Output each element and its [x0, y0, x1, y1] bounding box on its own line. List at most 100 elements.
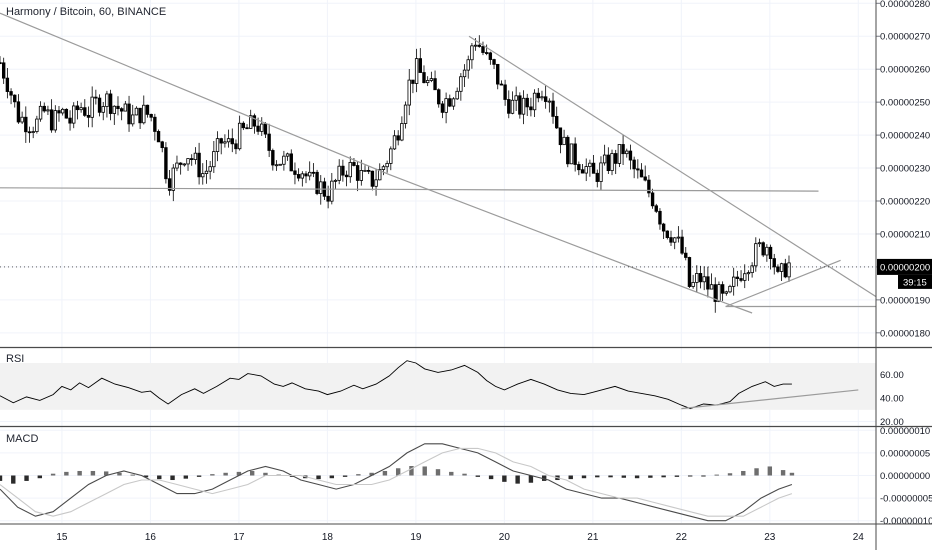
macd-histogram-bar [488, 475, 494, 480]
candle [263, 121, 268, 139]
candle-body [588, 162, 592, 167]
candle-body [389, 148, 393, 164]
candle [757, 238, 762, 248]
candle [16, 94, 21, 124]
candle [488, 51, 493, 65]
candle [547, 98, 552, 113]
candle-body [374, 179, 378, 187]
candle-body [543, 96, 548, 102]
candle-body [64, 108, 69, 119]
macd-histogram-bar [595, 475, 600, 478]
candle-body [311, 171, 316, 174]
candle [521, 90, 526, 125]
candle [407, 69, 411, 116]
candle-body [717, 284, 721, 302]
macd-layer [0, 443, 795, 522]
candle [64, 108, 69, 119]
candle [661, 222, 666, 239]
countdown-label: 39:15 [903, 277, 927, 288]
candle [271, 148, 275, 171]
candle-body [164, 147, 168, 180]
candle-body [654, 205, 658, 212]
macd-histogram-bar [409, 466, 414, 476]
macd-histogram-bar [714, 474, 719, 476]
descending-channel-upper [0, 12, 726, 304]
candle [156, 129, 161, 143]
macd-histogram-bar [196, 475, 202, 477]
candle-body [271, 150, 275, 166]
candle [425, 76, 430, 87]
candle-body [385, 163, 389, 168]
candle-body [245, 127, 249, 130]
candle-body [743, 273, 747, 281]
candle-body [418, 58, 422, 73]
macd-histogram-bar [130, 474, 135, 476]
candle [765, 244, 769, 262]
triangle-support [725, 259, 841, 308]
candle [706, 266, 710, 298]
candle [673, 236, 677, 250]
candle [444, 92, 448, 124]
candle [739, 270, 743, 283]
candle-body [0, 62, 2, 65]
candle [396, 130, 400, 146]
candle-body [204, 170, 209, 174]
candle [234, 139, 238, 155]
rsi-tick-label: 20.00 [880, 417, 904, 428]
rsi-pane-label: RSI [6, 353, 25, 365]
candle-body [706, 276, 710, 290]
candle [249, 109, 253, 129]
candle-body [234, 143, 238, 150]
candle [344, 170, 349, 187]
candle [42, 102, 46, 113]
x-tick-label: 22 [676, 532, 688, 543]
candle [684, 247, 688, 261]
macd-tick-label: -0.00000005 [880, 494, 932, 505]
candle-body [370, 170, 375, 187]
candle-body [562, 136, 566, 146]
candle [319, 175, 323, 205]
candle-body [673, 237, 677, 243]
candle [142, 95, 146, 125]
candle-body [333, 179, 338, 182]
candle [422, 65, 426, 84]
macd-histogram-bar [236, 471, 242, 476]
candle-body [112, 105, 116, 114]
candle [665, 230, 670, 240]
candle-body [5, 77, 10, 92]
candle-body [330, 180, 334, 202]
candle-body [448, 98, 452, 107]
candle-body [433, 78, 437, 91]
candle [617, 144, 622, 168]
candle-body [510, 99, 515, 114]
macd-histogram-bar [462, 473, 467, 476]
macd-histogram-bar [449, 471, 454, 476]
candle-body [617, 144, 622, 164]
candle-body [484, 52, 489, 54]
candle [374, 168, 378, 196]
candle-body [49, 109, 54, 131]
candle [551, 92, 555, 124]
macd-histogram-bar [475, 475, 481, 477]
candle-body [90, 96, 94, 118]
candle [164, 142, 168, 184]
candle-body [355, 165, 360, 181]
candle-body [167, 178, 172, 191]
candle-body [359, 170, 364, 181]
candle [83, 99, 87, 117]
candle-body [38, 105, 43, 120]
macd-histogram-bar [50, 473, 56, 476]
candle [171, 164, 175, 202]
macd-histogram-bar [701, 475, 706, 477]
candle [669, 230, 673, 246]
candle [311, 163, 316, 178]
candle-body [226, 138, 231, 143]
candle-body [237, 122, 242, 150]
candle-body [352, 162, 356, 166]
candle [215, 131, 220, 162]
candle [197, 142, 201, 185]
candle-body [101, 106, 105, 113]
candle [411, 79, 415, 94]
